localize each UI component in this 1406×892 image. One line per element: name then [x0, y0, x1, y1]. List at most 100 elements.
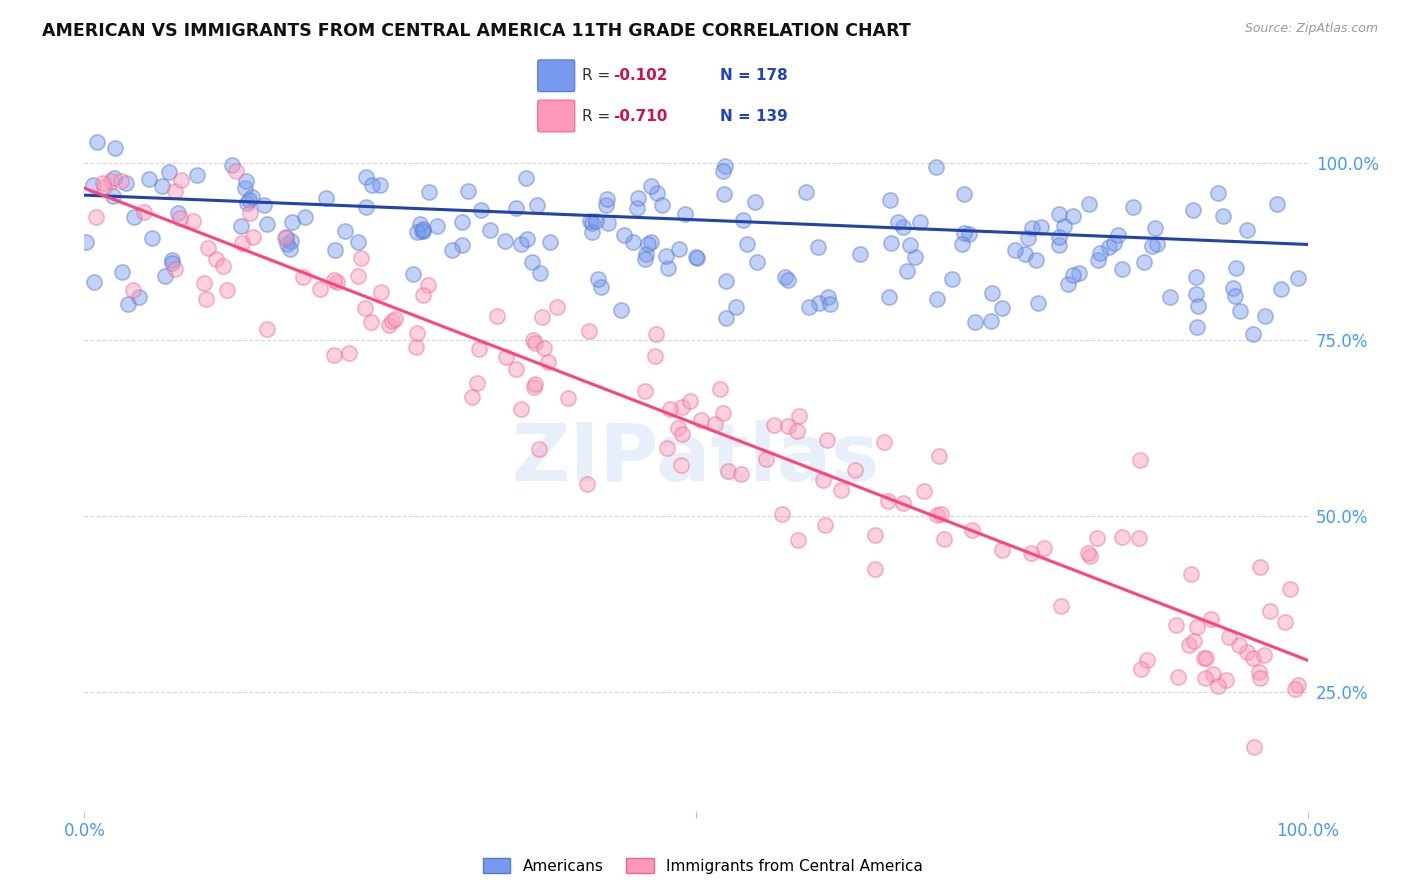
Point: [531, 310, 554, 325]
Point: [360, 315, 382, 329]
Text: ZIPatlas: ZIPatlas: [512, 420, 880, 499]
Point: [1047, 238, 1070, 252]
Point: [844, 463, 866, 477]
Point: [1236, 223, 1258, 237]
Point: [786, 425, 808, 439]
Point: [225, 164, 247, 178]
Point: [368, 178, 391, 192]
Point: [166, 206, 188, 220]
Point: [163, 262, 186, 277]
Point: [596, 193, 619, 207]
Point: [1247, 665, 1270, 679]
Point: [1288, 271, 1310, 285]
Point: [657, 442, 679, 456]
Point: [581, 225, 603, 239]
Point: [668, 242, 690, 256]
Point: [253, 197, 276, 211]
Point: [1067, 266, 1090, 280]
Point: [516, 232, 538, 246]
Point: [713, 160, 735, 174]
Point: [347, 235, 370, 249]
Point: [1047, 207, 1070, 221]
Point: [1195, 650, 1218, 665]
Point: [181, 213, 204, 227]
Point: [533, 341, 555, 355]
Point: [529, 266, 551, 280]
Point: [609, 303, 631, 318]
Point: [1249, 560, 1271, 574]
Point: [110, 265, 132, 279]
Point: [1159, 290, 1181, 304]
Point: [82, 178, 104, 192]
Point: [486, 310, 509, 324]
Point: [1192, 651, 1215, 665]
Point: [817, 290, 839, 304]
Point: [953, 187, 976, 202]
Point: [520, 255, 543, 269]
Point: [91, 176, 114, 190]
Point: [221, 158, 243, 172]
Point: [153, 268, 176, 283]
Point: [1274, 615, 1296, 629]
Point: [929, 507, 952, 521]
Point: [495, 350, 517, 364]
Point: [1028, 296, 1050, 310]
Text: N = 178: N = 178: [720, 69, 787, 84]
Point: [323, 272, 346, 286]
Point: [526, 198, 548, 212]
Point: [494, 235, 516, 249]
Point: [100, 174, 122, 188]
Point: [141, 231, 163, 245]
Point: [1078, 549, 1101, 564]
Point: [685, 251, 707, 265]
Point: [730, 467, 752, 481]
Point: [776, 273, 799, 287]
Point: [1187, 299, 1209, 313]
Point: [1258, 604, 1281, 618]
Point: [405, 340, 427, 354]
Point: [1122, 200, 1144, 214]
Point: [1206, 679, 1229, 693]
Point: [717, 464, 740, 478]
Point: [236, 196, 259, 211]
Point: [714, 311, 737, 326]
Point: [165, 184, 187, 198]
Point: [896, 264, 918, 278]
Point: [928, 449, 950, 463]
Point: [925, 160, 948, 174]
Point: [242, 230, 264, 244]
Point: [409, 217, 432, 231]
Point: [138, 172, 160, 186]
Point: [322, 348, 344, 362]
Text: R =: R =: [582, 109, 614, 124]
Point: [634, 384, 657, 398]
Point: [240, 189, 263, 203]
Point: [1278, 582, 1301, 596]
Point: [186, 169, 208, 183]
Point: [1215, 673, 1237, 688]
Point: [229, 219, 252, 234]
Point: [235, 174, 257, 188]
Point: [679, 394, 702, 409]
Point: [1098, 239, 1121, 253]
Text: R =: R =: [582, 69, 614, 84]
Point: [350, 252, 373, 266]
Point: [787, 409, 810, 423]
Point: [1218, 630, 1240, 644]
Point: [626, 201, 648, 215]
Point: [644, 350, 666, 364]
Point: [927, 508, 949, 522]
Point: [1025, 252, 1047, 267]
Point: [478, 223, 501, 237]
Point: [950, 237, 973, 252]
Point: [818, 297, 841, 311]
Point: [811, 473, 834, 487]
Point: [457, 184, 479, 198]
Point: [960, 523, 983, 537]
Text: -0.710: -0.710: [613, 109, 668, 124]
Point: [634, 252, 657, 266]
Point: [211, 259, 233, 273]
Point: [323, 243, 346, 257]
Legend: Americans, Immigrants from Central America: Americans, Immigrants from Central Ameri…: [477, 852, 929, 880]
Point: [405, 225, 427, 239]
